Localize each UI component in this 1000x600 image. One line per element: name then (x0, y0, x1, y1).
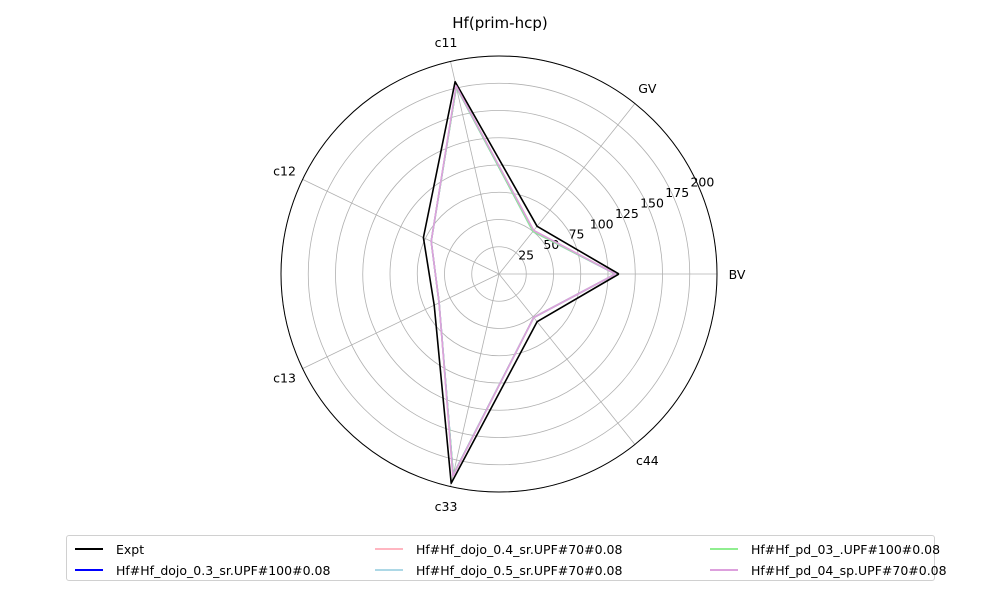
spoke-c12 (302, 179, 500, 275)
tick-label-125: 125 (615, 206, 639, 221)
legend-label-5: Hf#Hf_pd_04_sp.UPF#70#0.08 (751, 562, 947, 578)
axis-label-c11: c11 (435, 35, 458, 50)
series-line-2 (430, 86, 616, 477)
tick-label-25: 25 (518, 248, 534, 263)
spoke-GV (498, 103, 636, 275)
axis-labels: BV GV c11 c12 c13 c33 c44 (273, 35, 746, 514)
legend-label-2: Hf#Hf_dojo_0.4_sr.UPF#70#0.08 (416, 541, 623, 557)
legend-label-4: Hf#Hf_pd_03_.UPF#100#0.08 (751, 541, 941, 557)
legend-item-5: Hf#Hf_pd_04_sp.UPF#70#0.08 (710, 560, 947, 580)
tick-label-150: 150 (640, 195, 664, 210)
axis-label-c33: c33 (435, 499, 458, 514)
legend-label-1: Hf#Hf_dojo_0.3_sr.UPF#100#0.08 (116, 562, 331, 578)
axis-label-BV: BV (729, 267, 746, 282)
legend-item-3: Hf#Hf_dojo_0.5_sr.UPF#70#0.08 (375, 560, 622, 580)
axis-label-c44: c44 (636, 453, 659, 468)
series-line-0 (422, 80, 620, 485)
tick-label-175: 175 (665, 185, 689, 200)
legend-swatch-1 (75, 569, 103, 571)
legend-swatch-3 (375, 569, 403, 571)
legend-label-3: Hf#Hf_dojo_0.5_sr.UPF#70#0.08 (416, 562, 623, 578)
legend-item-4: Hf#Hf_pd_03_.UPF#100#0.08 (710, 539, 940, 559)
chart-title: Hf(prim-hcp) (452, 14, 547, 32)
polar-frame (280, 55, 718, 493)
series-line-1 (430, 86, 616, 476)
tick-label-200: 200 (690, 175, 714, 190)
spoke-c11 (450, 61, 500, 275)
spoke-c13 (302, 273, 500, 369)
tick-label-75: 75 (569, 227, 585, 242)
series-line-3 (430, 86, 616, 476)
legend-item-2: Hf#Hf_dojo_0.4_sr.UPF#70#0.08 (375, 539, 622, 559)
polar-grid (280, 55, 718, 493)
legend-label-0: Expt (116, 541, 145, 557)
legend-item-1: Hf#Hf_dojo_0.3_sr.UPF#100#0.08 (75, 560, 330, 580)
spoke-c33 (450, 273, 500, 487)
axis-label-c13: c13 (273, 370, 296, 385)
series-line-5 (430, 85, 616, 477)
series-lines (422, 80, 620, 485)
axis-label-c12: c12 (273, 164, 296, 179)
legend-swatch-0 (75, 548, 103, 550)
spoke-c44 (498, 273, 636, 445)
tick-label-50: 50 (543, 237, 559, 252)
legend-swatch-2 (375, 548, 403, 550)
legend-swatch-4 (710, 548, 738, 550)
series-line-4 (430, 86, 616, 476)
legend-item-0: Expt (75, 539, 144, 559)
legend: Expt Hf#Hf_dojo_0.3_sr.UPF#100#0.08 Hf#Hf_… (66, 535, 947, 581)
legend-swatch-5 (710, 569, 738, 571)
tick-label-100: 100 (590, 216, 614, 231)
axis-label-GV: GV (638, 81, 657, 96)
